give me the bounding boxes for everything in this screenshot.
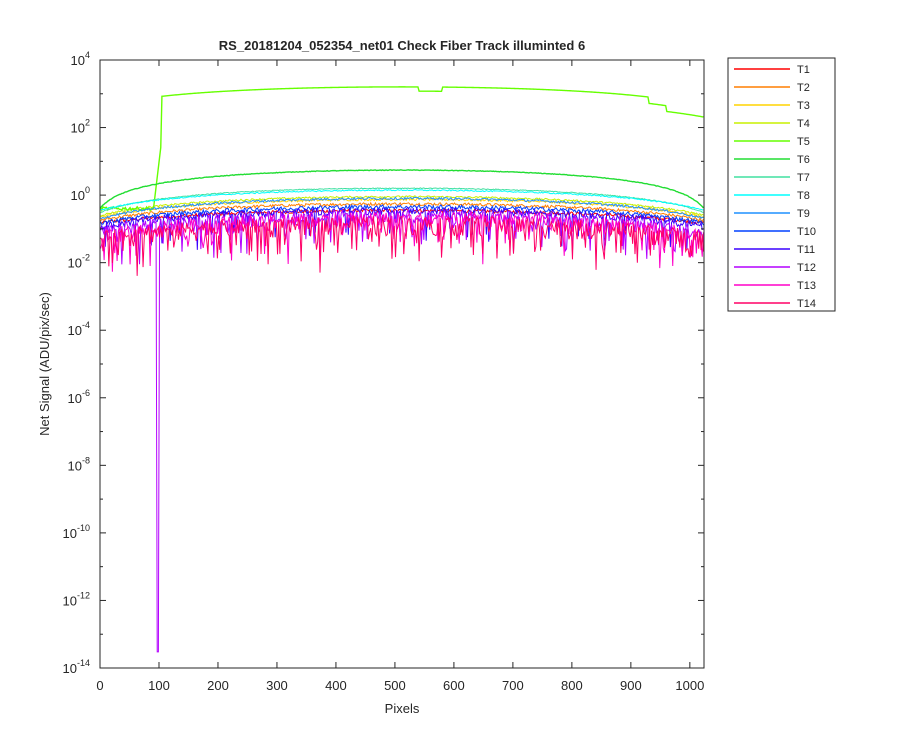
- series-line-t12: [100, 208, 704, 653]
- x-axis-label: Pixels: [385, 701, 420, 716]
- plot-series-group: [99, 86, 704, 653]
- legend-label-t2: T2: [797, 82, 810, 94]
- x-tick-label: 0: [96, 678, 103, 693]
- series-line-t14: [100, 215, 704, 276]
- legend-label-t1: T1: [797, 64, 810, 76]
- x-axis: 0 100 200 300 400 500 600 700 800 900 1000: [96, 60, 704, 693]
- x-tick-label: 800: [561, 678, 583, 693]
- x-tick-label: 400: [325, 678, 347, 693]
- series-line-t7: [100, 187, 704, 213]
- y-tick-label: 100: [71, 185, 90, 203]
- series-line-t5: [99, 86, 704, 213]
- x-tick-label: 100: [148, 678, 170, 693]
- x-tick-label: 300: [266, 678, 288, 693]
- x-tick-label: 500: [384, 678, 406, 693]
- y-tick-label: 102: [71, 118, 90, 136]
- legend-label-t10: T10: [797, 226, 816, 238]
- legend-label-t7: T7: [797, 172, 810, 184]
- series-line-t4: [100, 195, 704, 217]
- legend-label-t14: T14: [797, 298, 816, 310]
- legend-label-t9: T9: [797, 208, 810, 220]
- legend-label-t8: T8: [797, 190, 810, 202]
- y-axis: 10-14 10-12 10-10 10-8 10-6 10-4 10-2 100 102 104: [63, 50, 704, 676]
- x-tick-label: 900: [620, 678, 642, 693]
- x-tick-label: 1000: [675, 678, 704, 693]
- y-tick-label: 10-4: [68, 320, 90, 338]
- legend-label-t6: T6: [797, 154, 810, 166]
- legend-label-t4: T4: [797, 118, 810, 130]
- y-tick-label: 10-10: [63, 523, 90, 541]
- legend-label-t12: T12: [797, 262, 816, 274]
- series-line-t6: [100, 169, 704, 209]
- series-line-t9: [100, 196, 704, 220]
- plot-area-frame: [99, 59, 705, 669]
- series-line-t2: [100, 201, 704, 223]
- legend-label-t5: T5: [797, 136, 810, 148]
- x-tick-label: 700: [502, 678, 524, 693]
- legend: T1 T2 T3 T4 T5 T6 T7 T8 T9 T10 T11 T12 T13 T14: [727, 57, 836, 312]
- y-tick-label: 10-2: [68, 253, 90, 271]
- x-tick-label: 200: [207, 678, 229, 693]
- x-tick-label: 600: [443, 678, 465, 693]
- y-tick-label: 10-8: [68, 455, 90, 473]
- legend-box: [727, 57, 836, 312]
- legend-label-t13: T13: [797, 280, 816, 292]
- chart-title: RS_20181204_052354_net01 Check Fiber Tra…: [219, 38, 585, 53]
- series-line-t3: [100, 197, 704, 218]
- legend-label-t11: T11: [797, 244, 815, 256]
- y-tick-label: 10-14: [63, 658, 90, 676]
- y-tick-label: 10-6: [68, 388, 90, 406]
- y-tick-label: 10-12: [63, 590, 90, 608]
- y-tick-label: 104: [71, 50, 90, 68]
- series-line-t8: [100, 189, 704, 211]
- y-axis-label: Net Signal (ADU/pix/sec): [37, 292, 52, 436]
- legend-label-t3: T3: [797, 100, 810, 112]
